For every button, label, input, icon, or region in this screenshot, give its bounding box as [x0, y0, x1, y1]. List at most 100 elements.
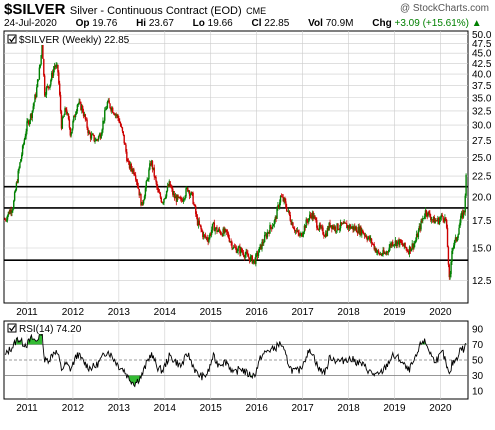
- candle-body: [168, 181, 170, 187]
- candle-body: [446, 227, 449, 248]
- candle-body: [104, 110, 106, 121]
- candle-body: [154, 176, 156, 178]
- candle-body: [155, 177, 157, 182]
- candle-body: [212, 222, 215, 224]
- candle-body: [284, 198, 286, 202]
- candle-body: [163, 198, 165, 203]
- candle-body: [363, 233, 366, 236]
- candle-body: [24, 136, 26, 140]
- candle-body: [93, 135, 95, 141]
- candle-body: [86, 119, 88, 128]
- rsi-overbought-fill: [27, 327, 43, 345]
- candle-body: [225, 229, 228, 232]
- candle-body: [328, 222, 330, 230]
- candle-body: [103, 120, 105, 122]
- candle-body: [50, 79, 52, 85]
- close-value: 22.85: [264, 18, 290, 29]
- candle-body: [149, 163, 152, 166]
- candle-body: [200, 225, 202, 230]
- candle-body: [415, 234, 418, 241]
- candle-body: [342, 223, 344, 225]
- candle-body: [368, 236, 370, 238]
- candle-body: [74, 115, 76, 118]
- candle-body: [121, 127, 124, 132]
- candle-body: [243, 255, 246, 258]
- candle-body: [204, 235, 207, 238]
- candle-body: [182, 199, 185, 202]
- candle-body: [70, 133, 72, 136]
- candle-body: [289, 214, 291, 221]
- candle-body: [166, 186, 169, 191]
- candle-body: [79, 101, 81, 103]
- candle-body: [384, 253, 387, 255]
- candle-body: [68, 119, 71, 128]
- price-y-tick-label: 35.0: [472, 93, 492, 104]
- candle-body: [199, 224, 201, 226]
- candle-body: [19, 162, 21, 168]
- candle-body: [210, 229, 213, 235]
- candle-body: [132, 169, 134, 172]
- candle-body: [399, 239, 401, 246]
- candle-body: [230, 241, 232, 243]
- candle-body: [12, 209, 14, 211]
- candle-body: [240, 248, 242, 254]
- checkbox-icon[interactable]: [7, 323, 17, 333]
- candle-body: [74, 114, 77, 118]
- checkbox-icon[interactable]: [7, 34, 17, 44]
- candle-body: [263, 235, 266, 243]
- candle-body: [395, 240, 397, 247]
- candle-body: [371, 243, 374, 245]
- candle-body: [187, 187, 189, 192]
- candle-body: [278, 202, 281, 208]
- candle-body: [350, 227, 352, 229]
- price-y-tick-label: 42.5: [472, 59, 492, 70]
- candle-body: [92, 134, 94, 136]
- candle-body: [283, 198, 285, 202]
- candle-body: [51, 72, 53, 80]
- candle-body: [291, 222, 293, 225]
- candle-body: [335, 230, 337, 232]
- candle-body: [344, 222, 346, 224]
- rsi-y-tick-label: 50: [472, 356, 484, 367]
- candle-body: [174, 196, 177, 199]
- candle-body: [42, 43, 44, 60]
- price-y-tick-label: 47.5: [472, 39, 492, 50]
- candle-body: [29, 114, 32, 121]
- candle-body: [178, 196, 180, 198]
- candle-body: [120, 126, 123, 128]
- candle-body: [309, 214, 312, 216]
- candle-body: [316, 220, 318, 228]
- candle-body: [57, 64, 59, 73]
- candle-body: [241, 251, 244, 253]
- candle-body: [98, 134, 101, 137]
- candle-body: [142, 200, 145, 204]
- price-y-tick-label: 32.5: [472, 106, 492, 117]
- candle-body: [428, 211, 430, 213]
- candle-body: [338, 229, 340, 231]
- candle-body: [39, 64, 41, 68]
- candle-body: [430, 216, 432, 221]
- candle-body: [197, 220, 200, 226]
- candle-body: [336, 223, 338, 231]
- rsi-y-tick-label: 90: [472, 324, 484, 335]
- candle-body: [220, 233, 223, 235]
- candle-body: [420, 220, 422, 230]
- candle-body: [321, 226, 323, 228]
- candle-body: [158, 192, 161, 194]
- candle-body: [183, 198, 185, 200]
- candle-body: [130, 163, 132, 169]
- candle-body: [124, 143, 126, 145]
- candle-body: [21, 145, 24, 155]
- candle-body: [62, 116, 64, 118]
- candle-body: [369, 236, 371, 241]
- candle-body: [379, 253, 382, 255]
- candle-body: [318, 224, 321, 230]
- open-label: Op: [75, 18, 90, 29]
- candle-body: [43, 59, 45, 76]
- candle-body: [143, 196, 146, 201]
- candle-body: [142, 201, 144, 204]
- candle-body: [117, 115, 119, 119]
- candle-body: [88, 131, 90, 134]
- candle-body: [66, 113, 69, 115]
